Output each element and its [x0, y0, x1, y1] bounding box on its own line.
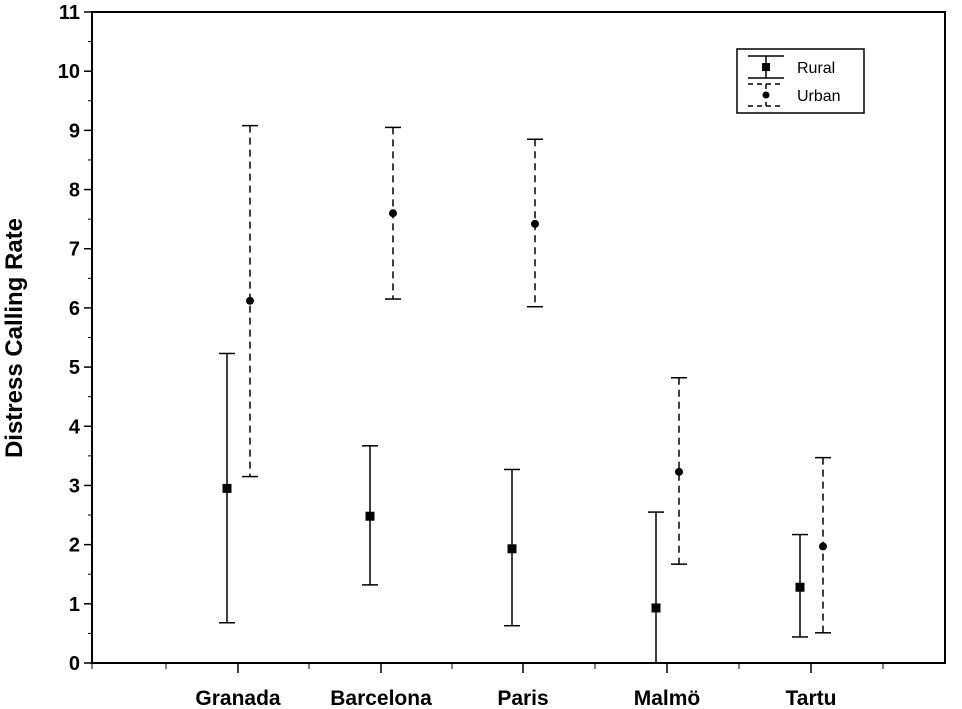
legend: Rural Urban	[736, 48, 865, 114]
legend-item-rural: Rural	[748, 55, 835, 79]
series-rural	[219, 352, 808, 663]
series-layer	[219, 124, 831, 663]
y-tick-label: 7	[69, 239, 80, 261]
x-tick-label: Granada	[195, 687, 281, 709]
legend-label: Urban	[797, 88, 841, 105]
y-tick-label: 9	[69, 120, 80, 142]
data-point	[531, 219, 539, 228]
x-tick-label: Paris	[497, 687, 548, 709]
y-tick-label: 1	[69, 594, 80, 616]
data-point	[507, 544, 517, 554]
y-tick-label: 11	[59, 2, 80, 24]
x-tick-label: Tartu	[786, 687, 837, 709]
data-point	[365, 511, 375, 521]
y-tick-label: 2	[69, 535, 80, 557]
legend-marker	[762, 91, 770, 99]
y-axis: 0 1 2 3 4 5 6 7 8 9 10 11	[58, 2, 92, 675]
y-tick-label: 10	[58, 61, 80, 83]
data-point	[795, 582, 805, 592]
y-tick-label: 6	[69, 298, 80, 320]
y-tick-label: 4	[69, 416, 81, 438]
data-point	[246, 296, 254, 305]
legend-label: Rural	[797, 60, 835, 77]
x-tick-label: Malmö	[634, 687, 701, 709]
legend-item-urban: Urban	[748, 83, 841, 107]
y-tick-label: 8	[69, 180, 80, 202]
data-point	[675, 467, 683, 476]
y-axis-title: Distress Calling Rate	[1, 218, 28, 458]
series-urban	[242, 124, 831, 634]
x-axis: Granada Barcelona Paris Malmö Tartu	[91, 663, 884, 709]
data-point	[819, 542, 827, 551]
legend-box	[736, 48, 865, 114]
data-point	[222, 483, 232, 493]
legend-marker	[762, 63, 770, 71]
y-tick-label: 5	[69, 357, 80, 379]
x-tick-label: Barcelona	[330, 687, 432, 709]
y-tick-label: 0	[69, 653, 80, 675]
data-point	[651, 603, 661, 613]
y-tick-label: 3	[69, 475, 80, 497]
data-point	[389, 209, 397, 218]
